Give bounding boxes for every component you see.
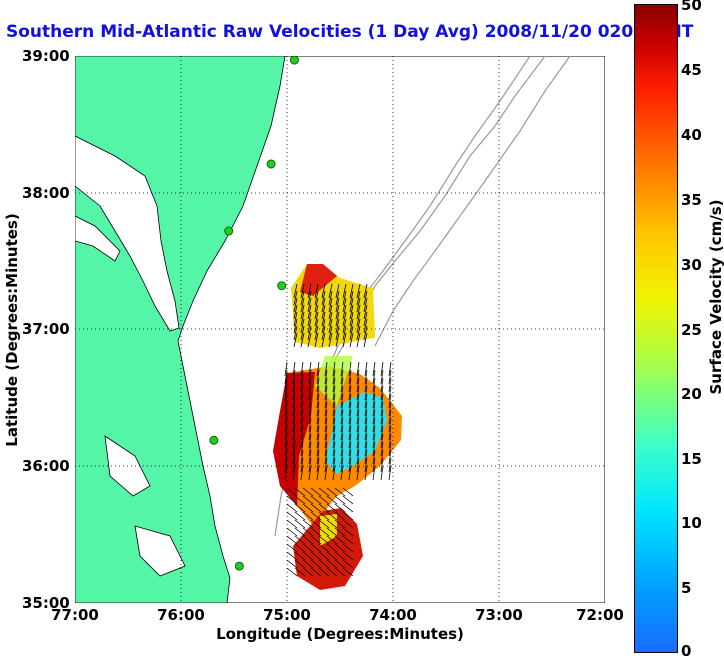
colorbar-tick: 5 — [681, 579, 692, 597]
station-marker — [277, 281, 287, 291]
y-axis-label: Latitude (Degrees:Minutes) — [3, 213, 21, 447]
colorbar-tick: 30 — [681, 256, 702, 274]
gridlines — [75, 56, 605, 603]
x-tick-label: 75:00 — [263, 606, 311, 624]
colorbar-tick: 15 — [681, 450, 702, 468]
colorbar-tick: 0 — [681, 642, 692, 660]
colorbar-tick: 50 — [681, 0, 702, 14]
x-tick-label: 72:00 — [576, 606, 624, 624]
colorbar-tick: 40 — [681, 126, 702, 144]
y-tick-label: 39:00 — [22, 47, 70, 65]
colorbar-label: Surface Velocity (cm/s) — [707, 199, 724, 395]
station-marker — [209, 435, 219, 445]
x-tick-label: 77:00 — [51, 606, 99, 624]
chart-title: Southern Mid-Atlantic Raw Velocities (1 … — [6, 22, 694, 42]
x-axis-label: Longitude (Degrees:Minutes) — [216, 625, 464, 643]
colorbar-tick: 10 — [681, 514, 702, 532]
station-marker — [266, 159, 276, 169]
colorbar-tick: 45 — [681, 61, 702, 79]
x-tick-label: 76:00 — [157, 606, 205, 624]
y-tick-label: 37:00 — [22, 320, 70, 338]
colorbar-tick: 35 — [681, 191, 702, 209]
radar-stations — [209, 56, 299, 571]
y-tick-label: 35:00 — [22, 594, 70, 612]
station-marker — [224, 226, 234, 236]
station-marker — [289, 56, 299, 65]
map-plot — [75, 56, 605, 603]
velocity-field — [273, 264, 402, 590]
chesapeake-bay — [75, 135, 186, 577]
y-tick-label: 38:00 — [22, 184, 70, 202]
x-tick-label: 73:00 — [475, 606, 523, 624]
colorbar-tick: 20 — [681, 385, 702, 403]
station-marker — [234, 561, 244, 571]
colorbar-tick: 25 — [681, 321, 702, 339]
colorbar — [634, 4, 678, 653]
y-tick-label: 36:00 — [22, 457, 70, 475]
x-tick-label: 74:00 — [369, 606, 417, 624]
